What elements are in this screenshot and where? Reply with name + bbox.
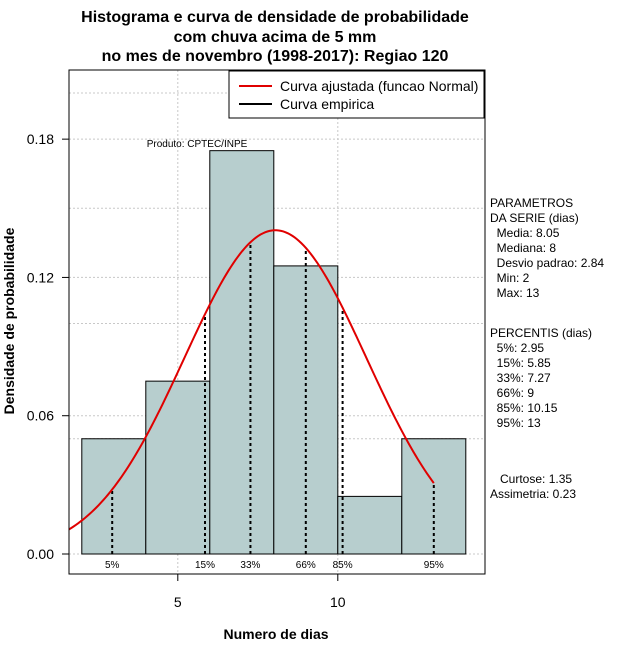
y-tick-label: 0.18: [27, 131, 54, 147]
stat-line: 5%: 2.95: [490, 341, 544, 355]
histogram-bars: [81, 150, 467, 555]
x-axis-title: Numero de dias: [223, 626, 328, 642]
chart-title: Histograma e curva de densidade de proba…: [81, 9, 469, 65]
legend-label-normal: Curva ajustada (funcao Normal): [280, 78, 478, 94]
title-line-3: no mes de novembro (1998-2017): Regiao 1…: [102, 48, 449, 65]
title-line-1: Histograma e curva de densidade de proba…: [81, 9, 469, 26]
stat-line: Curtose: 1.35: [490, 472, 572, 486]
stat-line: Desvio padrao: 2.84: [490, 256, 604, 270]
stat-line: 95%: 13: [490, 416, 541, 430]
stat-line: 15%: 5.85: [490, 356, 551, 370]
y-tick-label: 0.12: [27, 269, 54, 285]
title-line-2: com chuva acima de 5 mm: [174, 29, 377, 46]
histogram-bar: [145, 380, 211, 555]
percentile-lines: [111, 242, 435, 554]
stat-line: Media: 8.05: [490, 226, 560, 240]
stat-line: PARAMETROS: [490, 196, 573, 210]
stat-line: DA SERIE (dias): [490, 211, 579, 225]
percentile-label: 95%: [424, 560, 444, 571]
y-tick-label: 0.00: [27, 546, 54, 562]
stat-line: Assimetria: 0.23: [490, 487, 576, 501]
legend-label-empirical: Curva empirica: [280, 96, 374, 112]
stat-line: PERCENTIS (dias): [490, 326, 592, 340]
x-tick-label: 10: [330, 594, 346, 610]
legend-box: [228, 70, 485, 119]
product-annotation: Produto: CPTEC/INPE: [147, 139, 248, 150]
histogram-bar: [337, 495, 403, 555]
percentile-labels: 5% 15% 33% 66% 85% 95%: [105, 560, 444, 571]
stat-line: 85%: 10.15: [490, 401, 558, 415]
histogram-bar: [81, 438, 147, 555]
stat-line: 33%: 7.27: [490, 371, 551, 385]
y-axis: 0.00 0.06 0.12 0.18: [27, 131, 69, 562]
percentile-label: 33%: [240, 560, 260, 571]
percentile-label: 5%: [105, 560, 120, 571]
histogram-bar: [209, 150, 275, 555]
stat-line: Min: 2: [490, 271, 530, 285]
stat-line: Mediana: 8: [490, 241, 556, 255]
plot-frame: [68, 69, 486, 575]
normal-curve: [68, 229, 435, 531]
stat-line: 66%: 9: [490, 386, 534, 400]
percentile-label: 85%: [333, 560, 353, 571]
legend: Curva ajustada (funcao Normal) Curva emp…: [228, 70, 485, 119]
histogram-bar: [401, 438, 467, 555]
x-axis: 5 10: [174, 574, 346, 610]
percentile-label: 66%: [296, 560, 316, 571]
y-axis-title: Densidade de probabilidade: [1, 227, 17, 414]
y-tick-label: 0.06: [27, 408, 54, 424]
percentile-label: 15%: [195, 560, 215, 571]
stat-line: Max: 13: [490, 286, 540, 300]
x-tick-label: 5: [174, 594, 182, 610]
